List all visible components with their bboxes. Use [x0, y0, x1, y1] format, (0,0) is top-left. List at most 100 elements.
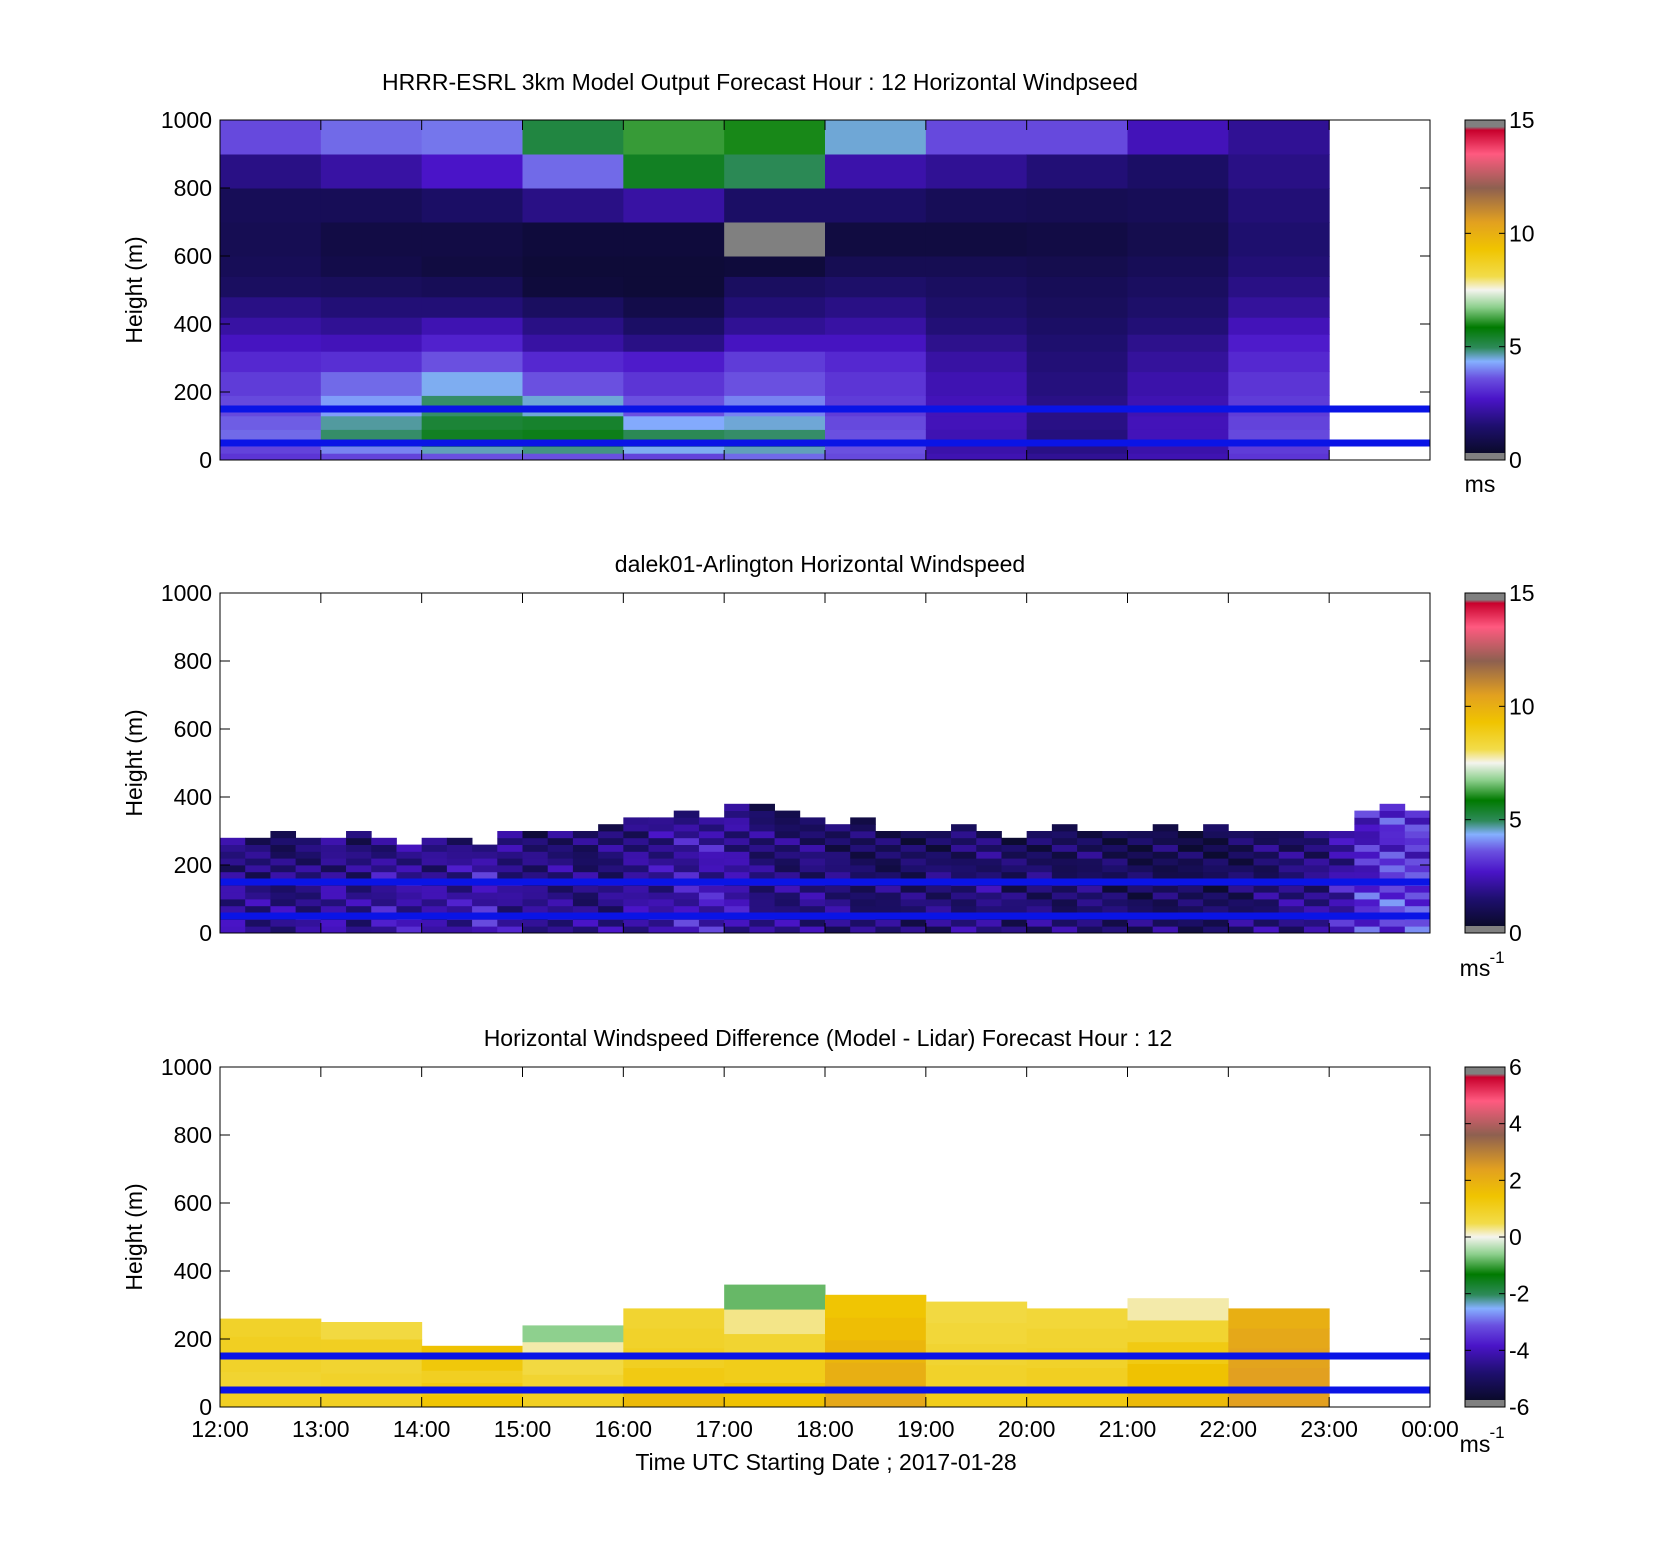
heatmap-cell — [1152, 885, 1179, 893]
heatmap-cell — [1253, 926, 1280, 934]
heatmap-cell — [749, 899, 775, 907]
y-tick-label: 800 — [174, 175, 212, 201]
y-tick-label: 1000 — [161, 1054, 212, 1080]
heatmap-cell — [1051, 865, 1078, 873]
heatmap-cell — [547, 899, 574, 907]
y-tick-label: 800 — [174, 1122, 212, 1148]
heatmap-cell — [1001, 892, 1028, 900]
heatmap-cell — [396, 926, 423, 934]
heatmap-cell — [623, 120, 725, 155]
heatmap-cell — [825, 120, 927, 155]
heatmap-cell — [1253, 858, 1280, 866]
heatmap-cell — [749, 926, 775, 934]
heatmap-cell — [951, 851, 977, 859]
heatmap-cell — [1077, 844, 1103, 852]
heatmap-cell — [825, 892, 851, 900]
heatmap-cell — [295, 837, 322, 845]
heatmap-cell — [245, 844, 271, 852]
heatmap-cell — [1278, 844, 1305, 852]
heatmap-cell — [1379, 871, 1406, 879]
heatmap-cell — [1329, 837, 1355, 845]
colorbar-unit: ms — [1460, 1431, 1491, 1457]
heatmap-cell — [295, 851, 322, 859]
heatmap-cell — [295, 899, 322, 907]
heatmap-cell — [925, 1301, 1028, 1324]
heatmap-cell — [446, 844, 473, 852]
heatmap-cell — [799, 817, 826, 825]
y-tick-label: 0 — [199, 447, 212, 473]
heatmap-cell — [749, 824, 775, 832]
heatmap-cell — [825, 222, 927, 257]
heatmap-cell — [623, 824, 649, 832]
heatmap-cell — [850, 837, 876, 845]
heatmap-cell — [220, 371, 322, 396]
heatmap-cell — [648, 885, 675, 893]
heatmap-cell — [295, 919, 322, 927]
heatmap-cell — [1127, 1298, 1229, 1321]
heatmap-cell — [1077, 919, 1103, 927]
heatmap-cell — [1404, 844, 1431, 852]
heatmap-cell — [270, 899, 297, 907]
heatmap-cell — [623, 885, 649, 893]
heatmap-cell — [1228, 899, 1254, 907]
heatmap-cell — [547, 865, 574, 873]
heatmap-cell — [1228, 858, 1254, 866]
heatmap-cell — [1127, 892, 1154, 900]
y-tick-label: 600 — [174, 716, 212, 742]
heatmap-cell — [1354, 810, 1380, 818]
heatmap-cell — [346, 905, 372, 913]
heatmap-cell — [825, 871, 851, 879]
heatmap-cell — [1051, 844, 1078, 852]
heatmap-cell — [799, 837, 826, 845]
heatmap-cell — [1177, 892, 1204, 900]
heatmap-cell — [749, 885, 775, 893]
heatmap-cell — [673, 892, 700, 900]
heatmap-cell — [850, 905, 876, 913]
x-tick-label: 22:00 — [1200, 1416, 1258, 1442]
heatmap-cell — [1203, 905, 1229, 913]
heatmap-cell — [1077, 899, 1103, 907]
heatmap-cell — [320, 120, 423, 155]
heatmap-cell — [1152, 824, 1179, 832]
heatmap-cell — [220, 871, 246, 879]
y-tick-label: 1000 — [161, 107, 212, 133]
heatmap-cell — [1026, 851, 1053, 859]
heatmap-cell — [724, 837, 750, 845]
heatmap-cell — [1127, 919, 1154, 927]
x-tick-label: 17:00 — [695, 1416, 753, 1442]
x-axis: 12:00 13:00 14:00 15:00 16:00 17:00 18:00 19:00… — [191, 1067, 1459, 1442]
heatmap-cell — [371, 837, 397, 845]
heatmap-cell — [749, 905, 775, 913]
heatmap-cell — [673, 865, 700, 873]
heatmap-cell — [522, 851, 549, 859]
heatmap-cell — [598, 865, 624, 873]
heatmap-cell — [522, 222, 624, 257]
colorbar-tick-label: 0 — [1509, 1224, 1522, 1250]
heatmap-cell — [220, 905, 246, 913]
heatmap-cell — [799, 858, 826, 866]
heatmap-cell — [421, 885, 448, 893]
heatmap-cell — [346, 892, 372, 900]
heatmap-cell — [799, 871, 826, 879]
heatmap-cell — [774, 926, 801, 934]
heatmap-cell — [396, 844, 423, 852]
heatmap-cell — [421, 905, 448, 913]
heatmap-cell — [497, 831, 523, 839]
heatmap-cell — [648, 858, 675, 866]
heatmap-cell — [522, 415, 624, 430]
heatmap-cell — [547, 844, 574, 852]
heatmap-cell — [1404, 926, 1431, 934]
heatmap-cell — [320, 844, 347, 852]
heatmap-cell — [673, 837, 700, 845]
heatmap-cell — [698, 851, 725, 859]
heatmap-cell — [1354, 899, 1380, 907]
heatmap-cell — [1228, 222, 1330, 257]
heatmap-cell — [446, 837, 473, 845]
heatmap-cell — [1329, 844, 1355, 852]
heatmap-cell — [724, 892, 750, 900]
heatmap-cell — [1228, 256, 1330, 277]
heatmap-cell — [320, 1356, 423, 1374]
heatmap-cell — [1329, 871, 1355, 879]
heatmap-cell — [925, 926, 952, 934]
heatmap-cell — [1177, 844, 1204, 852]
